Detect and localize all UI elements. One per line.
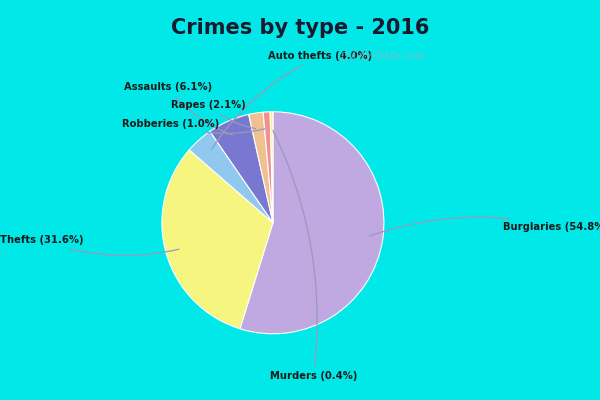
Wedge shape — [210, 114, 273, 223]
Wedge shape — [189, 131, 273, 223]
Text: Crimes by type - 2016: Crimes by type - 2016 — [171, 18, 429, 38]
Text: Murders (0.4%): Murders (0.4%) — [270, 130, 357, 381]
Wedge shape — [240, 112, 384, 334]
Text: Burglaries (54.8%): Burglaries (54.8%) — [369, 217, 600, 236]
Text: Robberies (1.0%): Robberies (1.0%) — [122, 119, 265, 134]
Text: Assaults (6.1%): Assaults (6.1%) — [124, 82, 232, 135]
Text: Thefts (31.6%): Thefts (31.6%) — [0, 235, 179, 256]
Text: Auto thefts (4.0%): Auto thefts (4.0%) — [211, 51, 373, 150]
Wedge shape — [249, 112, 273, 223]
Wedge shape — [270, 112, 273, 223]
Wedge shape — [263, 112, 273, 223]
Wedge shape — [162, 150, 273, 329]
Text: Rapes (2.1%): Rapes (2.1%) — [171, 100, 256, 129]
Text: ⓘ City-Data.com: ⓘ City-Data.com — [342, 51, 426, 61]
